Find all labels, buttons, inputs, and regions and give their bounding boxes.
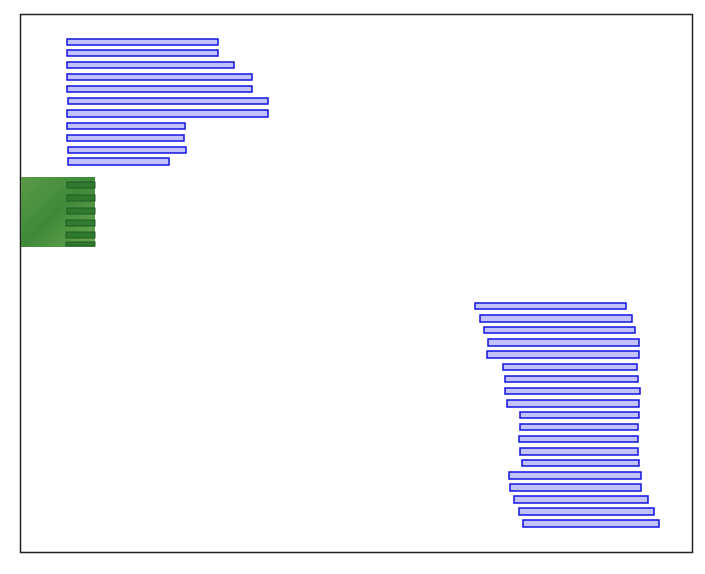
annotation-box — [504, 375, 639, 383]
annotation-box — [519, 411, 640, 419]
annotation-box — [66, 49, 219, 57]
annotation-group-bottom — [474, 302, 660, 528]
panel-row — [66, 207, 96, 215]
panel-row — [65, 241, 96, 247]
annotation-box — [474, 302, 627, 310]
annotation-box — [513, 495, 649, 504]
annotation-box — [487, 338, 640, 347]
annotation-box — [66, 85, 253, 93]
annotation-box — [521, 459, 640, 467]
annotation-box — [502, 363, 638, 371]
annotation-box — [67, 146, 187, 154]
image-tile — [21, 177, 96, 247]
annotation-box — [66, 73, 253, 81]
annotation-box — [519, 447, 639, 456]
annotation-box — [66, 134, 185, 142]
panel-row — [65, 231, 96, 239]
annotation-box — [67, 97, 269, 105]
annotation-group-top — [66, 38, 269, 166]
annotation-box — [479, 314, 633, 323]
annotation-box — [66, 38, 219, 46]
panel-row — [66, 194, 96, 202]
annotation-box — [483, 326, 636, 334]
annotation-box — [66, 122, 186, 130]
annotation-box — [518, 507, 655, 516]
annotation-box — [509, 483, 642, 492]
annotation-box — [519, 423, 639, 431]
annotation-box — [66, 109, 269, 118]
annotation-box — [522, 519, 660, 528]
annotation-box — [67, 157, 170, 166]
annotation-box — [508, 471, 642, 480]
annotation-box — [486, 350, 640, 359]
annotation-box — [506, 399, 640, 408]
panel-row — [66, 181, 96, 189]
panel-row — [65, 219, 96, 227]
annotation-box — [66, 61, 235, 69]
annotation-box — [518, 435, 639, 443]
annotation-box — [504, 387, 641, 395]
